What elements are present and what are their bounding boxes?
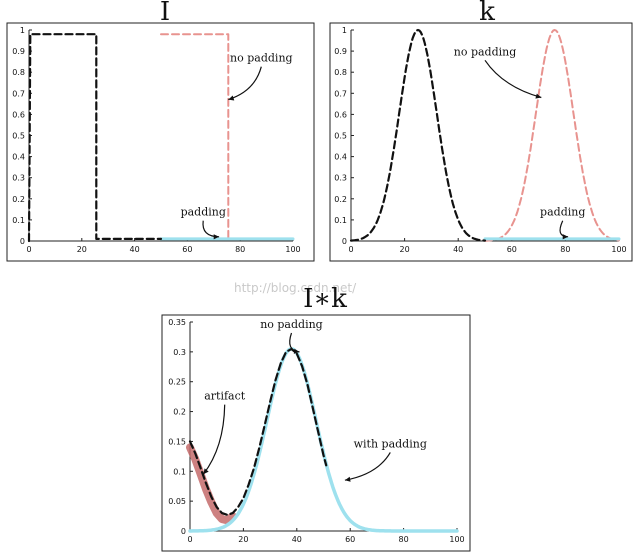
- annotation-arrowhead: [344, 476, 351, 482]
- y-tick-label: 0.4: [334, 153, 347, 162]
- panel-conv-plot: 0 20 40 60 80 100 0 0.05 0.1 0.15 0.2 0.25 0.3 0.35 no…: [168, 318, 464, 544]
- y-tick-label: 0.25: [168, 378, 186, 387]
- annotation-arrowhead: [213, 234, 220, 240]
- x-tick-label: 60: [507, 245, 517, 254]
- panel-k-plot: 0 20 40 60 80 100 0 0.1 0.2 0.3 0.4 0.5 0.6 0.7 0.8 0.9…: [334, 26, 626, 254]
- y-tick-label: 0.5: [334, 132, 347, 141]
- annotation-arrow: [559, 220, 569, 238]
- annotation-label: with padding: [354, 437, 427, 450]
- annotation-label: artifact: [204, 390, 246, 403]
- y-tick-label: 0: [181, 527, 186, 536]
- y-tick-label: 0.3: [334, 174, 347, 183]
- annotation-arrowhead: [228, 95, 235, 101]
- annotation-arrow: [344, 452, 391, 481]
- y-tick-label: 0.6: [12, 110, 25, 119]
- x-tick-label: 80: [399, 535, 409, 544]
- annotation-arrow: [228, 66, 262, 101]
- panel-I-title: I: [160, 0, 170, 27]
- y-tick-label: 0.7: [334, 89, 347, 98]
- series-line-black-dashed: [27, 33, 163, 243]
- series-line-black-dashed: [188, 347, 328, 516]
- x-tick-label: 0: [187, 535, 192, 544]
- annotation-label: no padding: [260, 318, 323, 331]
- y-tick-label: 0.3: [12, 174, 25, 183]
- y-tick-label: 0.1: [334, 216, 347, 225]
- y-tick-label: 0.4: [12, 153, 25, 162]
- annotation-arrow: [202, 220, 220, 238]
- x-tick-label: 40: [130, 245, 140, 254]
- annotation-arrow: [484, 59, 542, 99]
- x-tick-label: 60: [182, 245, 192, 254]
- x-tick-label: 20: [77, 245, 87, 254]
- panel-conv-frame: [161, 314, 471, 552]
- x-tick-label: 100: [449, 535, 464, 544]
- panel-conv: I∗k 0 20 40 60 80 100 0 0.05 0.1 0.15 0.2 0.25 0.3 0.…: [161, 284, 471, 552]
- x-tick-label: 100: [611, 245, 626, 254]
- panel-I: I 0 20 40 60 80 10000.10.20.30.40.50.60.70.80…: [6, 0, 315, 262]
- y-tick-label: 0.7: [12, 89, 25, 98]
- panel-conv-title: I∗k: [303, 284, 347, 314]
- y-tick-label: 0.8: [334, 68, 347, 77]
- y-tick-label: 0.2: [12, 195, 25, 204]
- series-line-pink-dashed: [484, 29, 620, 242]
- y-tick-label: 0.05: [168, 497, 186, 506]
- x-tick-label: 40: [292, 535, 302, 544]
- annotation-label: no padding: [230, 52, 293, 65]
- x-tick-label: 0: [26, 245, 31, 254]
- panel-I-plot: 0 20 40 60 80 100 0 0.1 0.2 0.3 0.4 0.5 0.6 0.7 0.8 0.9…: [12, 26, 300, 254]
- y-tick-label: 0.15: [168, 437, 186, 446]
- x-tick-label: 20: [400, 245, 410, 254]
- series-line-black-dashed: [349, 28, 487, 242]
- y-tick-label: 0.8: [12, 68, 25, 77]
- y-tick-label: 1: [342, 26, 347, 35]
- x-tick-label: 40: [453, 245, 463, 254]
- panel-k-title: k: [479, 0, 495, 27]
- panel-k: k 0 20 40 60 80 10000.10.20.30.40.50.60.70.80…: [329, 0, 633, 262]
- annotation-arrowhead: [203, 468, 209, 475]
- annotation-label: padding: [540, 206, 585, 219]
- x-tick-label: 80: [560, 245, 570, 254]
- y-tick-label: 0: [20, 237, 25, 246]
- annotation-label: no padding: [454, 45, 517, 58]
- annotation-arrow: [202, 404, 226, 475]
- y-tick-label: 0.9: [334, 47, 347, 56]
- y-tick-label: 0.5: [12, 132, 25, 141]
- panel-k-frame: [329, 22, 633, 262]
- y-tick-label: 0.6: [334, 110, 347, 119]
- y-tick-label: 1: [20, 26, 25, 35]
- x-tick-label: 100: [285, 245, 300, 254]
- y-tick-label: 0.9: [12, 47, 25, 56]
- x-tick-label: 60: [345, 535, 355, 544]
- y-tick-label: 0.1: [173, 467, 186, 476]
- x-tick-label: 0: [348, 245, 353, 254]
- y-tick-label: 0.35: [168, 318, 186, 327]
- watermark-text: http://blog.csdn.net/: [234, 281, 357, 295]
- y-tick-label: 0.2: [334, 195, 347, 204]
- y-tick-label: 0.1: [12, 216, 25, 225]
- annotation-arrowhead: [562, 234, 569, 240]
- annotation-arrowhead: [293, 348, 300, 354]
- annotation-label: padding: [181, 206, 226, 219]
- series-line-red-thick: [186, 443, 237, 525]
- x-tick-label: 80: [235, 245, 245, 254]
- panel-I-frame: [6, 22, 315, 262]
- y-tick-label: 0: [342, 237, 347, 246]
- x-tick-label: 20: [238, 535, 248, 544]
- annotation-arrowhead: [535, 93, 542, 99]
- y-tick-label: 0.2: [173, 408, 186, 417]
- y-tick-label: 0.3: [173, 348, 186, 357]
